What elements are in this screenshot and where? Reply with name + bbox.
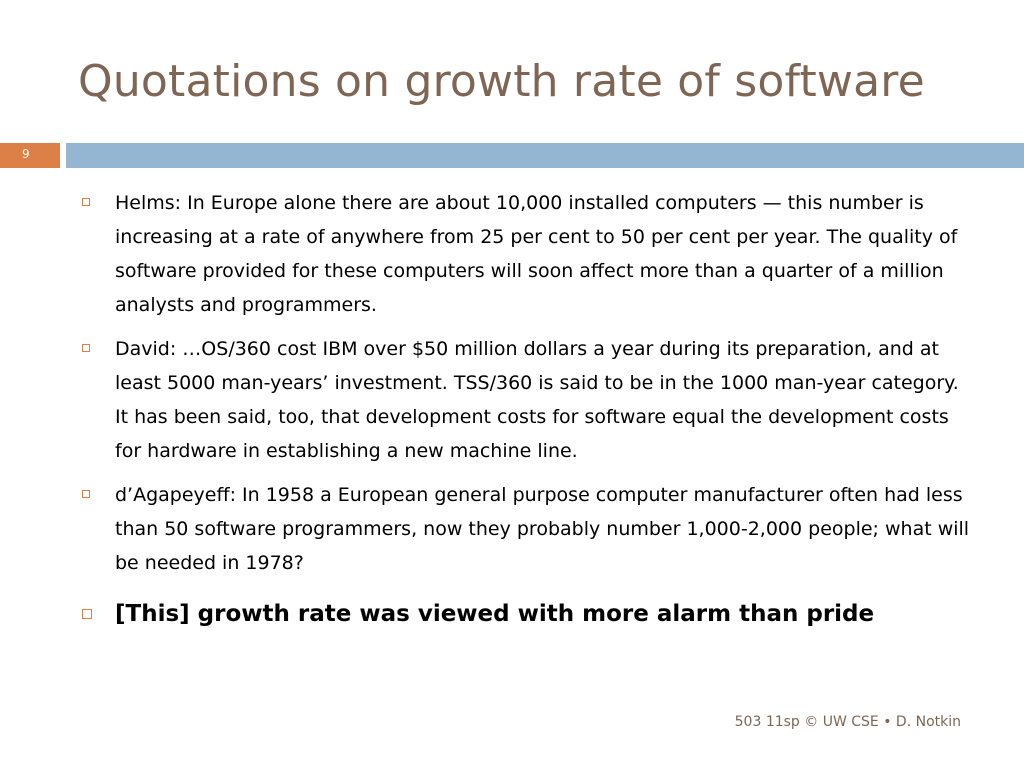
bullet-text: [This] growth rate was viewed with more … bbox=[115, 601, 875, 627]
slide-title: Quotations on growth rate of software bbox=[78, 56, 925, 107]
bullet-text: d’Agapeyeff: In 1958 a European general … bbox=[115, 484, 970, 574]
slide-number: 9 bbox=[22, 147, 30, 161]
bullet-list: Helms: In Europe alone there are about 1… bbox=[82, 186, 972, 644]
bullet-text: Helms: In Europe alone there are about 1… bbox=[115, 192, 958, 316]
hollow-square-bullet-icon bbox=[82, 198, 90, 206]
bullet-item-david: David: …OS/360 cost IBM over $50 million… bbox=[82, 332, 972, 468]
title-divider-bar bbox=[66, 143, 1024, 168]
bullet-item-helms: Helms: In Europe alone there are about 1… bbox=[82, 186, 972, 322]
slide-number-badge bbox=[0, 143, 60, 168]
bullet-text: David: …OS/360 cost IBM over $50 million… bbox=[115, 338, 959, 462]
hollow-square-bullet-icon bbox=[82, 609, 92, 619]
slide-footer: 503 11sp © UW CSE • D. Notkin bbox=[734, 714, 961, 730]
hollow-square-bullet-icon bbox=[82, 490, 90, 498]
hollow-square-bullet-icon bbox=[82, 344, 90, 352]
bullet-item-dagapeyeff: d’Agapeyeff: In 1958 a European general … bbox=[82, 478, 972, 580]
bullet-item-conclusion: [This] growth rate was viewed with more … bbox=[82, 594, 972, 634]
